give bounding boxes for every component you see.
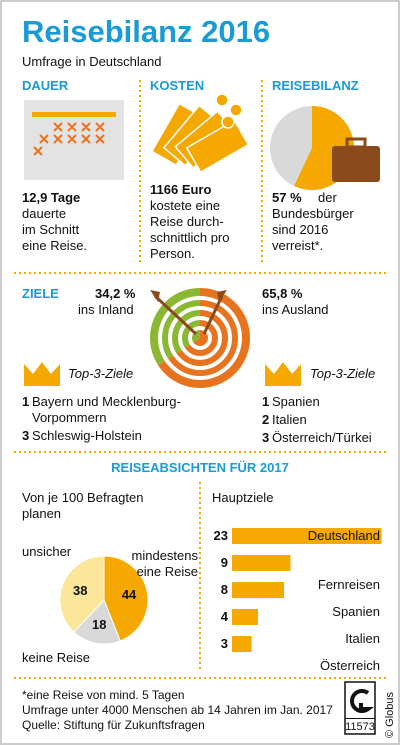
section-heading: KOSTEN bbox=[150, 78, 205, 93]
text-line: im Schnitt bbox=[22, 222, 80, 237]
data-label: 18 bbox=[91, 617, 107, 633]
data-label: 44 bbox=[121, 587, 137, 603]
text-line: dauerte bbox=[22, 206, 67, 221]
copyright: © Globus bbox=[384, 691, 396, 738]
value-text: 12,9 Tage bbox=[22, 190, 81, 205]
category-label: ins Inland bbox=[78, 302, 134, 317]
target-ring bbox=[178, 316, 222, 360]
footnote: *eine Reise von mind. 5 Tagen bbox=[22, 688, 185, 702]
bar-value: 9 bbox=[220, 555, 228, 570]
suitcase bbox=[332, 146, 380, 182]
destination: Österreich/Türkei bbox=[272, 430, 372, 445]
bar-label: Spanien bbox=[332, 604, 380, 619]
category-label: unsicher bbox=[22, 544, 72, 559]
section-heading: REISEBILANZ bbox=[272, 78, 359, 93]
value-label: 34,2 % bbox=[95, 286, 136, 301]
target-ring bbox=[168, 306, 232, 370]
bar bbox=[232, 555, 291, 571]
bar-label: Fernreisen bbox=[317, 577, 380, 592]
bar-value: 3 bbox=[220, 636, 228, 651]
pie-slice bbox=[103, 555, 149, 642]
rank: 3 bbox=[262, 430, 270, 445]
value-label: 57 % bbox=[272, 190, 302, 205]
destination: Bayern und Mecklenburg-Vorpommern bbox=[32, 394, 181, 425]
money-icon bbox=[150, 93, 250, 174]
text-line: schnittlich pro bbox=[150, 230, 230, 245]
text-line: Bundesbürger bbox=[272, 206, 354, 221]
text-line: eine Reise. bbox=[22, 238, 88, 253]
top-title: Top-3-Ziele bbox=[310, 366, 376, 381]
text-line: Person. bbox=[150, 246, 195, 261]
text-line: verreist*. bbox=[272, 238, 324, 253]
section-heading: DAUER bbox=[22, 78, 69, 93]
bar-label: Italien bbox=[345, 631, 380, 646]
bar-label: Deutschland bbox=[307, 528, 380, 543]
target-ring bbox=[158, 296, 242, 380]
bar-value: 23 bbox=[213, 528, 228, 543]
section-heading: ZIELE bbox=[22, 286, 59, 301]
value-label: 65,8 % bbox=[262, 286, 303, 301]
category-label: mindestens eine Reise bbox=[131, 548, 198, 579]
arrow bbox=[153, 294, 224, 336]
subtitle: Umfrage in Deutschland bbox=[22, 54, 162, 69]
text-line: der bbox=[318, 190, 337, 205]
globus-logo bbox=[344, 681, 376, 735]
bar bbox=[232, 609, 258, 625]
section-heading: REISEABSICHTEN FÜR 2017 bbox=[111, 460, 289, 475]
rank: 2 bbox=[262, 412, 270, 427]
bar-value: 4 bbox=[220, 609, 228, 624]
arrow-feather bbox=[150, 290, 227, 302]
crown-icons bbox=[24, 362, 301, 386]
bar bbox=[232, 528, 382, 544]
category-label: ins Ausland bbox=[262, 302, 329, 317]
bar bbox=[232, 636, 252, 652]
destination: Spanien bbox=[272, 394, 320, 409]
chart-title: Hauptziele bbox=[212, 490, 274, 505]
dividers bbox=[14, 80, 386, 679]
rank: 1 bbox=[22, 394, 30, 409]
suitcase-handle bbox=[345, 137, 367, 149]
category-label: keine Reise bbox=[22, 650, 90, 665]
footnote: Quelle: Stiftung für Zukunftsfragen bbox=[22, 718, 205, 732]
chart-title: Von je 100 Befragten planen bbox=[22, 490, 144, 521]
bar-value: 8 bbox=[220, 582, 228, 597]
text-line: kostete eine bbox=[150, 198, 221, 213]
rank: 1 bbox=[262, 394, 270, 409]
calendar-icon bbox=[24, 100, 124, 180]
value-text: 1166 Euro bbox=[150, 182, 212, 197]
title: Reisebilanz 2016 bbox=[22, 14, 271, 49]
destination: Schleswig-Holstein bbox=[32, 428, 142, 443]
footnote: Umfrage unter 4000 Menschen ab 14 Jahren… bbox=[22, 703, 333, 717]
pie-slice bbox=[73, 599, 121, 645]
logo-number: 11573 bbox=[345, 718, 375, 735]
data-label: 38 bbox=[73, 582, 88, 598]
pie-slice bbox=[59, 555, 105, 633]
rank: 3 bbox=[22, 428, 30, 443]
text-line: Reise durch- bbox=[150, 214, 224, 229]
destination: Italien bbox=[272, 412, 307, 427]
bar bbox=[232, 582, 284, 598]
text-line: sind 2016 bbox=[272, 222, 329, 237]
bar-label: Österreich bbox=[320, 658, 380, 673]
top-title: Top-3-Ziele bbox=[68, 366, 134, 381]
target-ring bbox=[188, 326, 212, 350]
